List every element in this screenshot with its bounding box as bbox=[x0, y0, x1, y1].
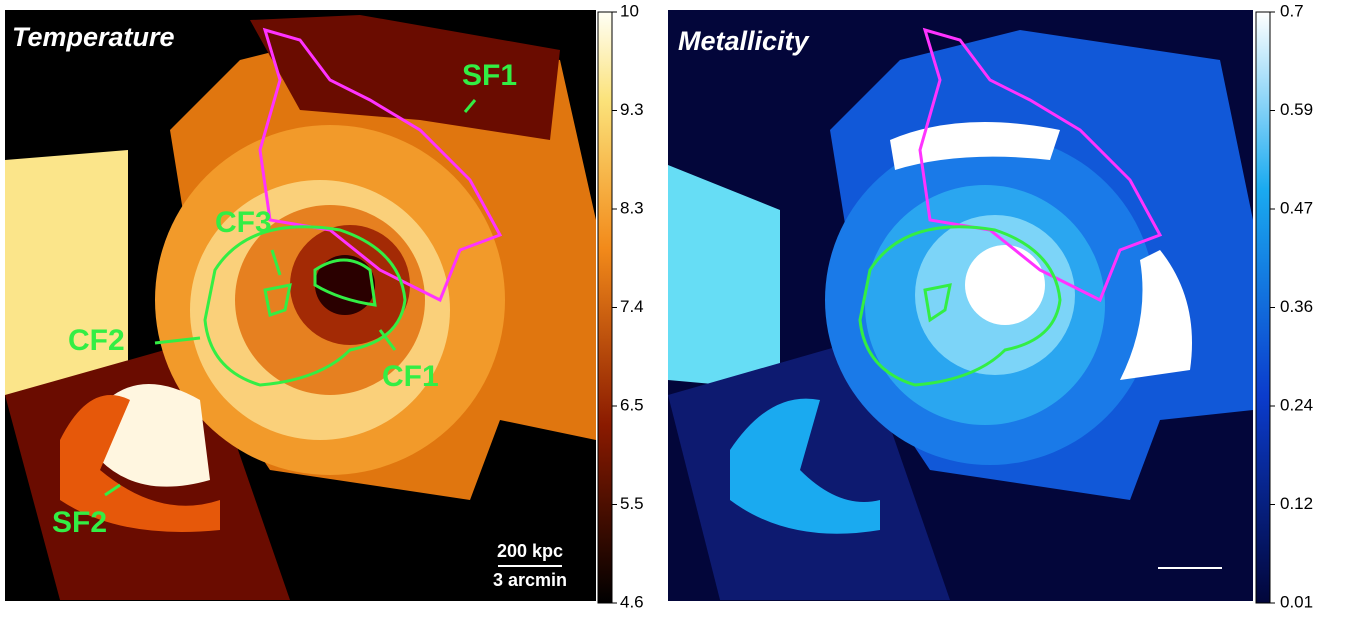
colorbar-tick-label: 0.47 bbox=[1280, 198, 1313, 217]
colorbar bbox=[597, 11, 613, 604]
colorbar-tick-label: 7.4 bbox=[620, 297, 644, 316]
colorbar bbox=[1255, 11, 1271, 604]
colorbar-tick-label: 8.3 bbox=[620, 198, 644, 217]
colorbar-tick-label: 4.6 bbox=[620, 592, 644, 611]
colorbar-tick-label: 0.24 bbox=[1280, 395, 1313, 414]
colorbar-tick-label: 9.3 bbox=[620, 100, 644, 119]
temperature-map bbox=[5, 10, 596, 601]
scale-label: 200 kpc bbox=[497, 541, 563, 561]
colorbar-tick-label: 0.59 bbox=[1280, 100, 1313, 119]
colorbar-tick-label: 10 bbox=[620, 1, 639, 20]
colorbar-tick-label: 5.5 bbox=[620, 494, 644, 513]
colorbar-tick-label: 0.01 bbox=[1280, 592, 1313, 611]
colorbar-tick-label: 6.5 bbox=[620, 395, 644, 414]
colorbar-tick-label: 0.12 bbox=[1280, 494, 1313, 513]
metallicity-map bbox=[668, 10, 1253, 601]
annotation: CF2 bbox=[68, 324, 125, 357]
annotation: CF1 bbox=[382, 360, 439, 393]
annotation: CF3 bbox=[215, 206, 272, 239]
colorbar-tick-label: 0.36 bbox=[1280, 297, 1313, 316]
annotation: SF1 bbox=[462, 59, 517, 92]
annotation: SF2 bbox=[52, 506, 107, 539]
panel-title: Metallicity bbox=[678, 26, 811, 56]
scale-label: 3 arcmin bbox=[493, 570, 567, 590]
panel-title: Temperature bbox=[12, 22, 175, 52]
colorbar-tick-label: 0.7 bbox=[1280, 1, 1304, 20]
